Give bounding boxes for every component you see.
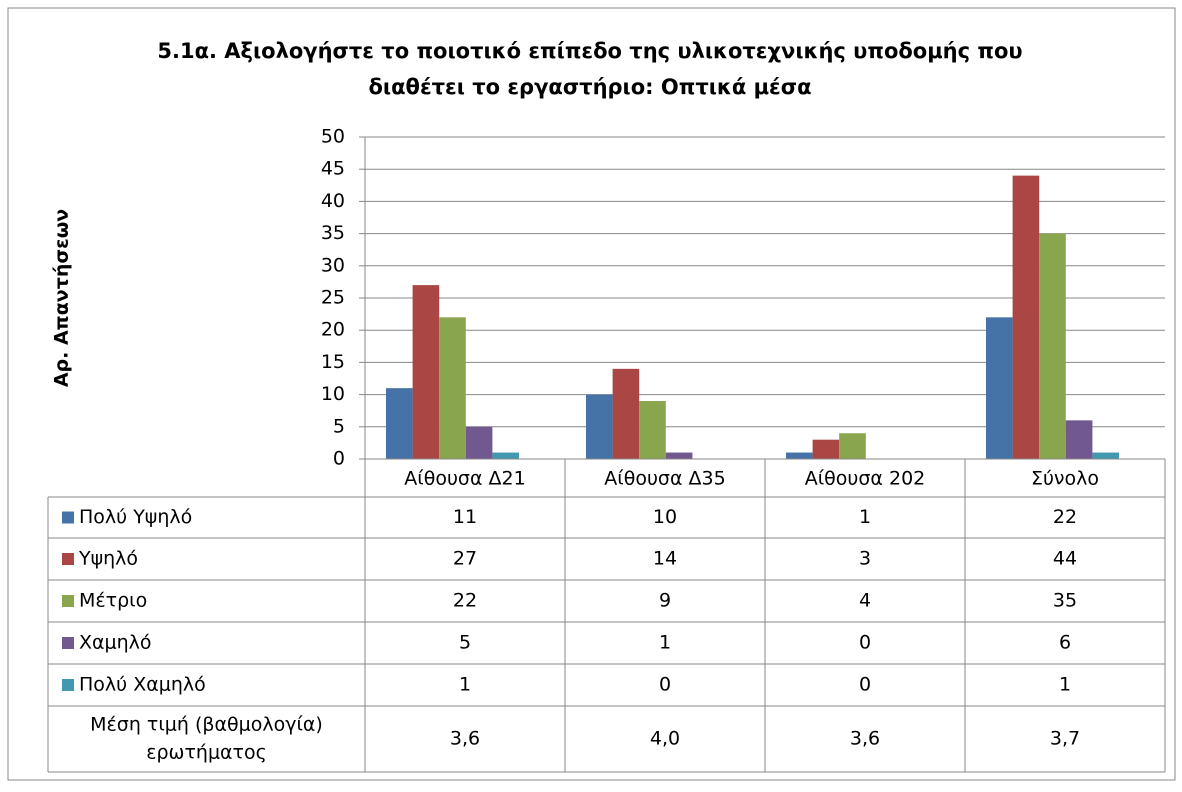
bar [1065,420,1093,459]
bar [612,368,640,459]
summary-value: 3,6 [850,728,880,750]
y-tick-label: 50 [321,126,345,148]
table-value: 35 [1053,590,1077,612]
table-value: 5 [459,632,471,654]
table-value: 27 [453,548,477,570]
bar [786,452,813,459]
table-value: 6 [1059,632,1071,654]
table-value: 0 [859,674,871,696]
legend-label: Μέτριο [79,590,147,612]
table-value: 1 [659,632,671,654]
y-tick-label: 10 [321,383,345,405]
table-value: 1 [459,674,471,696]
x-tick-label: Αίθουσα Δ21 [404,468,525,490]
table-value: 1 [859,506,871,528]
table-value: 22 [1053,506,1077,528]
y-tick-label: 35 [321,222,345,244]
bar [439,317,466,459]
legend-label: Υψηλό [78,548,138,570]
y-tick-label: 30 [321,254,345,276]
bar [812,439,840,459]
summary-label: Μέση τιμή (βαθμολογία) [90,714,323,736]
chart-title: 5.1α. Αξιολογήστε το ποιοτικό επίπεδο τη… [157,39,1022,63]
x-tick-label: Σύνολο [1031,468,1099,490]
y-tick-label: 0 [333,448,345,470]
table-value: 10 [653,506,677,528]
table-value: 22 [453,590,477,612]
table-value: 0 [659,674,671,696]
legend-label: Πολύ Υψηλό [79,506,192,528]
y-tick-label: 45 [321,158,345,180]
legend-label: Χαμηλό [79,632,152,654]
legend-swatch [62,637,74,649]
y-tick-label: 5 [333,415,345,437]
legend-swatch [62,595,74,607]
bar [586,394,613,459]
table-value: 14 [653,548,677,570]
y-tick-label: 20 [321,319,345,341]
table-value: 11 [453,506,477,528]
bar [412,285,440,459]
summary-label: ερωτήματος [146,742,267,764]
table-value: 4 [859,590,871,612]
bar [386,388,413,459]
y-axis-label: Αρ. Απαντήσεων [51,209,73,387]
table-value: 44 [1053,548,1077,570]
table-value: 3 [859,548,871,570]
table-value: 1 [1059,674,1071,696]
y-tick-label: 25 [321,287,345,309]
x-tick-label: Αίθουσα Δ35 [604,468,725,490]
legend-swatch [62,511,74,524]
legend-label: Πολύ Χαμηλό [79,674,206,696]
table-value: 9 [659,590,671,612]
legend-swatch [62,553,74,565]
bar [839,433,866,459]
bar [1039,233,1066,459]
bar [665,452,693,459]
bar [492,452,519,459]
bar [465,426,493,459]
summary-value: 4,0 [650,728,680,750]
x-tick-label: Αίθουσα 202 [805,468,926,490]
y-tick-label: 40 [321,190,345,212]
bar [639,401,666,459]
bar [1092,452,1119,459]
summary-value: 3,6 [450,728,480,750]
summary-value: 3,7 [1050,728,1080,750]
table-value: 0 [859,632,871,654]
bar [986,317,1013,459]
chart-title: διαθέτει το εργαστήριο: Οπτικά μέσα [368,75,811,99]
bar [1012,175,1040,459]
legend-swatch [62,679,74,691]
y-tick-label: 15 [321,351,345,373]
